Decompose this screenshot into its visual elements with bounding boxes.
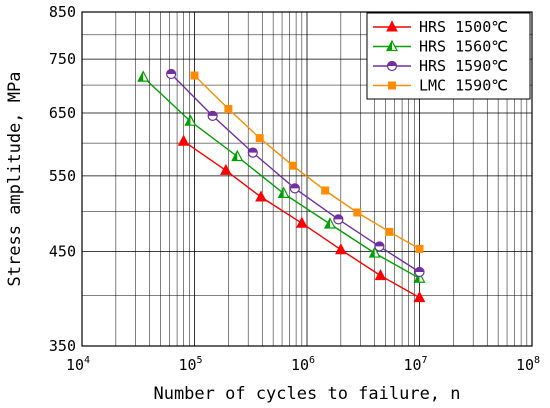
legend-label: HRS 1560℃ bbox=[419, 38, 508, 56]
series-2 bbox=[137, 70, 426, 283]
data-point bbox=[289, 183, 300, 194]
x-tick-label: 105 bbox=[178, 355, 202, 374]
data-point bbox=[321, 186, 330, 195]
data-point bbox=[190, 71, 199, 80]
data-point bbox=[255, 190, 267, 202]
data-point bbox=[415, 244, 424, 253]
data-point bbox=[277, 186, 290, 198]
y-tick-label: 350 bbox=[49, 337, 76, 355]
data-point bbox=[386, 60, 398, 72]
y-tick-label: 550 bbox=[49, 167, 76, 185]
y-tick-label: 650 bbox=[49, 104, 76, 122]
series-line bbox=[194, 75, 420, 250]
data-point bbox=[374, 241, 385, 252]
x-tick-label: 106 bbox=[291, 355, 315, 374]
x-tick-label: 108 bbox=[516, 355, 540, 374]
data-point bbox=[137, 70, 150, 82]
legend-label: HRS 1500℃ bbox=[419, 18, 508, 36]
data-point bbox=[220, 163, 232, 175]
y-axis-label: Stress amplitude, MPa bbox=[5, 72, 25, 287]
data-point bbox=[353, 208, 362, 217]
data-point bbox=[413, 291, 426, 303]
data-point bbox=[386, 39, 398, 52]
data-point bbox=[386, 20, 398, 32]
y-tick-label: 850 bbox=[49, 3, 76, 21]
data-point bbox=[296, 216, 308, 228]
data-point bbox=[388, 81, 396, 90]
legend-entry: HRS 1500℃ bbox=[373, 18, 508, 36]
data-point bbox=[247, 147, 258, 158]
y-tick-label: 450 bbox=[49, 242, 76, 260]
legend-entry: HRS 1590℃ bbox=[373, 57, 508, 75]
series-layer bbox=[137, 68, 426, 303]
x-axis-label: Number of cycles to failure, n bbox=[153, 384, 460, 404]
legend-label: LMC 1590℃ bbox=[419, 77, 508, 95]
data-point bbox=[414, 266, 425, 278]
data-point bbox=[323, 217, 336, 229]
x-tick-label: 104 bbox=[66, 355, 90, 374]
data-point bbox=[368, 246, 381, 258]
data-point bbox=[333, 214, 344, 225]
data-point bbox=[177, 134, 190, 146]
legend-label: HRS 1590℃ bbox=[419, 57, 508, 75]
data-point bbox=[166, 68, 177, 80]
data-point bbox=[335, 243, 347, 255]
data-point bbox=[184, 114, 197, 126]
data-point bbox=[224, 104, 233, 113]
data-point bbox=[231, 149, 244, 162]
plot-area-frame bbox=[81, 11, 533, 347]
x-tick-label: 107 bbox=[403, 355, 427, 374]
data-point bbox=[385, 227, 394, 236]
data-point bbox=[374, 269, 387, 281]
legend-entry: LMC 1590℃ bbox=[373, 77, 508, 95]
data-point bbox=[288, 161, 297, 170]
tick-labels: 350 450 550 650 750 850 104 105 106 107 108 bbox=[49, 3, 540, 374]
y-tick-label: 750 bbox=[49, 50, 76, 68]
series-3 bbox=[166, 68, 425, 278]
legend-entry: HRS 1560℃ bbox=[373, 38, 508, 56]
data-point bbox=[255, 134, 264, 143]
series-1 bbox=[177, 134, 426, 303]
data-point bbox=[207, 110, 218, 121]
grid-lines bbox=[82, 12, 532, 346]
series-4 bbox=[190, 71, 424, 253]
